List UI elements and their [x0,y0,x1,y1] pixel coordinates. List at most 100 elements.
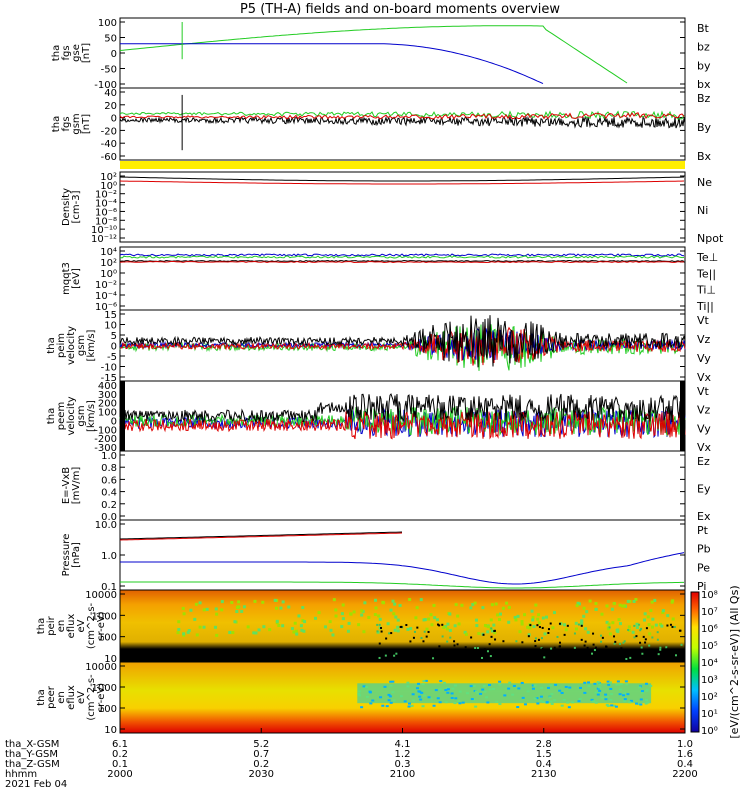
peer-bin [392,699,396,702]
colorbar-tick: 10⁵ [701,641,718,652]
peer-bin [486,701,490,704]
peir-bin [481,606,485,610]
peir-bin [513,615,517,619]
y-label-line: (cm^2-s- [86,674,97,721]
peir-bin [618,622,622,626]
peir-bin [541,626,544,629]
x-row-value: 2.8 [536,739,552,750]
axis-band [680,381,685,451]
peer-bin [526,690,530,693]
peer-bin [391,691,395,694]
x-row-value: 2000 [107,769,132,780]
peir-bin [261,600,265,604]
peer-bin [624,680,628,683]
series-Ne [119,180,685,185]
peir-bin [580,622,584,626]
peir-bin [494,638,497,641]
y-tick-label: 0 [111,342,117,353]
peir-bin [586,646,589,649]
peer-bin [548,696,552,699]
peir-bin [430,623,434,627]
peer-bin [438,688,442,691]
legend-Bt: Bt [697,22,710,35]
y-tick-label: 40 [104,88,117,99]
peir-bin [378,656,381,659]
peer-bin [604,693,608,696]
peir-bin [177,620,181,624]
peir-bin [388,632,391,635]
x-row-value: 0.7 [253,749,269,760]
y-label-line: velocity [66,326,77,365]
peer-bin [605,703,609,706]
peer-bin [596,681,600,684]
peer-bin [535,697,539,700]
legend-Pt: Pt [697,524,709,537]
peer-bin [417,682,421,685]
peer-bin [578,686,582,689]
y-label-line: Pressure [61,534,72,577]
peer-bin [391,680,395,683]
peer-bin [508,681,512,684]
peir-bin [381,600,385,604]
peir-bin [529,624,532,627]
peir-bin [490,635,493,638]
peir-bin [456,614,460,618]
peir-bin [537,621,541,625]
y-tick-label: 0.6 [101,475,117,486]
peer-bin [549,684,553,687]
x-row-label: tha_Y-GSM [5,749,58,760]
peir-bin [643,612,647,616]
y-label-line: [nT] [81,43,92,63]
y-tick-label: -50 [101,65,117,76]
peir-bin [648,632,652,636]
legend-Vx: Vx [697,441,712,454]
peer-bin [418,690,422,693]
peir-bin [393,654,396,657]
legend-Pe: Pe [697,561,710,574]
peer-bin [446,687,450,690]
peir-bin [634,598,638,602]
peir-bin [287,605,291,609]
peir-bin [323,625,327,629]
peir-bin [277,624,281,628]
legend-Te||: Te|| [696,267,716,280]
peir-bin [398,603,402,607]
peir-bin [442,625,446,629]
peir-bin [294,629,298,633]
peir-bin [346,629,350,633]
peer-bin [615,683,619,686]
peir-bin [665,646,668,649]
peer-bin [429,697,433,700]
peer-bin [507,687,511,690]
y-tick-label: 10 [104,654,117,665]
y-tick-label: 200 [98,399,117,410]
peir-bin [475,624,479,628]
y-label-line: peir [46,615,57,635]
legend-Pb: Pb [697,543,711,556]
peir-bin [528,626,532,630]
peir-bin [582,614,586,618]
peir-bin [486,630,490,634]
peer-bin [446,691,450,694]
peir-bin [492,623,496,627]
peer-bin [578,697,582,700]
peir-bin [215,633,219,637]
y-tick-label: 20 [104,101,117,112]
legend-Ti||: Ti|| [696,300,714,313]
x-row-label: tha_Z-GSM [5,759,60,770]
peir-bin [432,603,436,607]
x-row-label: tha_X-GSM [5,739,59,750]
peir-bin [502,640,505,643]
peir-bin [537,638,540,641]
peer-bin [465,692,469,695]
peer-bin [436,697,440,700]
peir-bin [641,652,644,655]
legend-Te⊥: Te⊥ [696,251,718,264]
peer-bin [577,700,581,703]
y-label-line: eV [76,619,87,632]
peer-bin [622,694,626,697]
peer-bin [583,691,587,694]
peir-bin [585,610,589,614]
peer-bin [623,692,627,695]
